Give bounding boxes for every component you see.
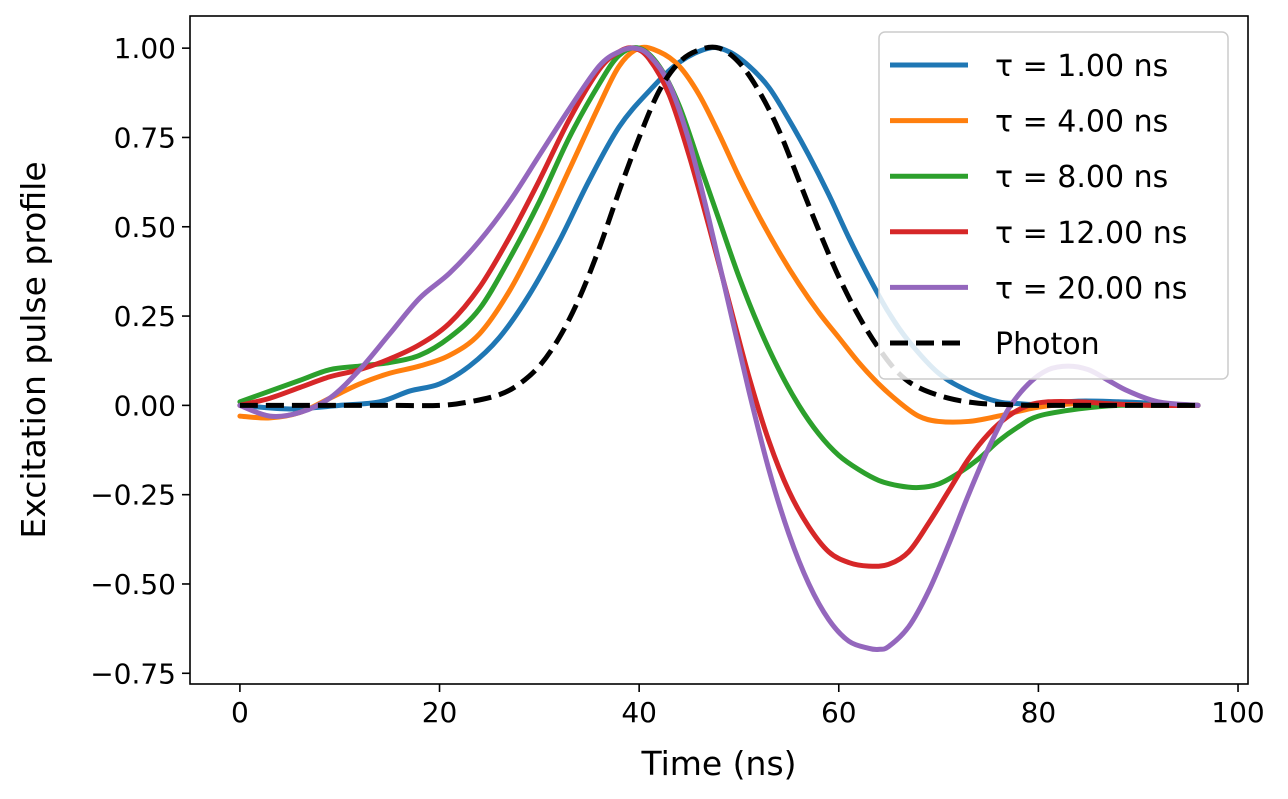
legend-label-0: τ = 1.00 ns (995, 49, 1168, 84)
plot-frame (189, 15, 1249, 685)
series-line-4 (237, 45, 1201, 653)
x-tick-label: 80 (1021, 696, 1057, 729)
legend-label-1: τ = 4.00 ns (995, 105, 1168, 140)
x-tick-label: 0 (231, 696, 249, 729)
y-axis-ticks: 1.00 0.75 0.50 0.25 0.00 −0.25 −0.50 −0.75 (90, 32, 190, 690)
y-tick-label: 0.25 (114, 300, 176, 333)
y-tick-label: 0.75 (114, 121, 176, 154)
series-layer (237, 44, 1201, 653)
y-axis-label: Excitation pulse profile (14, 161, 53, 538)
x-tick-label: 60 (821, 696, 857, 729)
y-tick-label: 0.50 (114, 211, 176, 244)
y-tick-label: 0.00 (114, 389, 176, 422)
y-tick-label: −0.75 (90, 657, 176, 690)
legend-label-5: Photon (995, 327, 1100, 362)
legend-label-2: τ = 8.00 ns (995, 160, 1168, 195)
y-tick-label: −0.50 (90, 568, 176, 601)
y-tick-label: −0.25 (90, 479, 176, 512)
legend-label-3: τ = 12.00 ns (995, 216, 1187, 251)
series-line-1 (237, 44, 1201, 425)
legend-label-4: τ = 20.00 ns (995, 271, 1187, 306)
x-tick-label: 100 (1211, 696, 1264, 729)
legend: τ = 1.00 ns τ = 4.00 ns τ = 8.00 ns τ = 12.… (878, 31, 1229, 380)
x-tick-label: 20 (422, 696, 458, 729)
x-tick-label: 40 (621, 696, 657, 729)
x-axis-ticks: 0 20 40 60 80 100 (231, 684, 1265, 729)
series-line-5 (239, 44, 1199, 409)
x-axis-label: Time (ns) (640, 744, 796, 783)
y-tick-label: 1.00 (114, 32, 176, 65)
